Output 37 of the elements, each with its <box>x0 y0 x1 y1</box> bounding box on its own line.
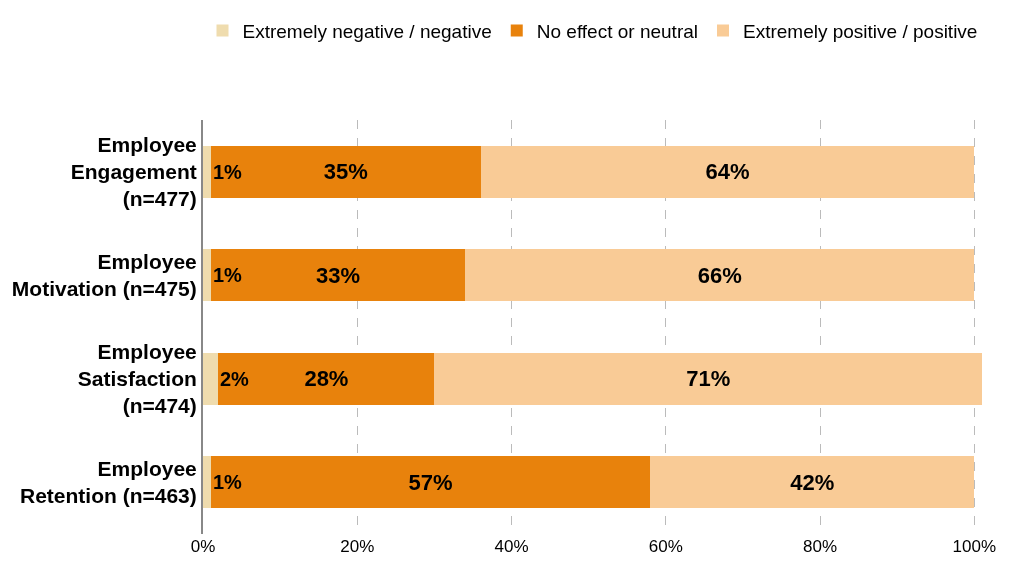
x-tick-label: 60% <box>648 537 683 556</box>
y-tick-label: Employee Retention (n=463) <box>20 456 197 508</box>
data-label: 28% <box>304 366 349 392</box>
bar <box>218 352 435 405</box>
x-tick-label: 80% <box>803 537 838 556</box>
bar <box>203 352 219 405</box>
data-label: 66% <box>697 262 742 288</box>
y-tick-label: Employee Engagement (n=477) <box>70 132 197 211</box>
y-tick-label: Employee Motivation (n=475) <box>11 249 197 301</box>
bar <box>465 249 975 302</box>
bar <box>434 352 982 405</box>
data-label: 42% <box>790 469 835 495</box>
data-label: 35% <box>323 159 368 185</box>
legend-label: Extremely positive / positive <box>743 20 978 42</box>
bar <box>480 145 975 198</box>
bar <box>203 456 211 509</box>
data-label: 33% <box>315 262 360 288</box>
x-tick-label: 40% <box>494 537 529 556</box>
data-label: 71% <box>686 366 731 392</box>
x-tick-label: 20% <box>340 537 375 556</box>
bar <box>210 145 481 198</box>
bar <box>210 249 466 302</box>
data-label: 64% <box>705 159 750 185</box>
data-label: 1% <box>213 161 243 183</box>
legend-label: Extremely negative / negative <box>242 20 492 42</box>
y-tick-label: Employee Satisfaction (n=474) <box>77 339 197 418</box>
bar <box>203 249 211 302</box>
x-tick-label: 0% <box>190 537 216 556</box>
data-label: 57% <box>408 469 453 495</box>
data-label: 2% <box>220 368 250 390</box>
bar <box>650 456 975 509</box>
data-label: 1% <box>213 471 243 493</box>
bar <box>210 456 651 509</box>
x-tick-label: 100% <box>952 537 997 556</box>
bar <box>203 145 211 198</box>
data-label: 1% <box>213 264 243 286</box>
legend-label: No effect or neutral <box>536 20 698 42</box>
